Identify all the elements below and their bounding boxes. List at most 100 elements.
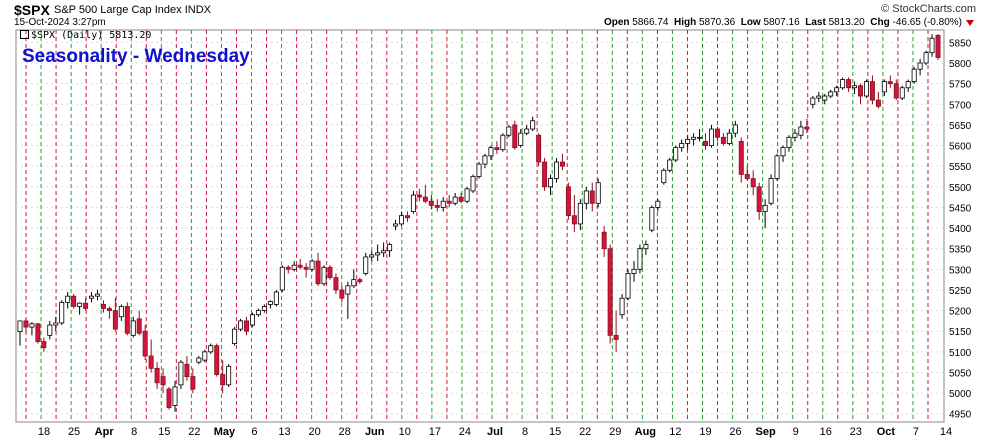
candle-body (404, 215, 410, 219)
candle-body (95, 293, 100, 297)
x-tick-label: 29 (609, 426, 621, 438)
x-tick-label: Oct (877, 426, 896, 438)
candle-body (285, 266, 291, 270)
candle-body (148, 355, 154, 369)
candle-body (607, 248, 613, 336)
exchange: INDX (184, 4, 211, 16)
chg-label: Chg (870, 17, 890, 28)
candle-body (321, 266, 327, 285)
candle-body (166, 388, 172, 408)
security-name-text: S&P 500 Large Cap Index (54, 4, 182, 16)
candle-body (303, 266, 309, 270)
candle-body (631, 268, 637, 274)
candle-body (750, 178, 756, 188)
candle-body (542, 161, 548, 188)
candle-body (29, 323, 35, 328)
candle-body (434, 204, 440, 208)
x-tick-label: 22 (579, 426, 591, 438)
x-tick-label: 23 (850, 426, 862, 438)
x-tick-label: 26 (729, 426, 741, 438)
candle-body (625, 273, 631, 299)
chart-header: $SPX S&P 500 Large Cap Index INDX 15-Oct… (0, 0, 990, 30)
last-value: 5813.20 (828, 17, 865, 28)
candle-body (410, 194, 416, 212)
candle-body (691, 136, 697, 140)
candle-body (208, 345, 214, 353)
x-tick-label: May (214, 426, 236, 438)
x-tick-label: 20 (308, 426, 320, 438)
candle-body (35, 323, 41, 342)
candle-body (810, 97, 816, 105)
y-tick-label: 5200 (949, 307, 972, 318)
candle-body (452, 196, 458, 204)
low-value: 5807.16 (763, 17, 800, 28)
candle-body (351, 279, 357, 287)
candle-body (214, 345, 220, 375)
x-tick-label: 17 (429, 426, 441, 438)
candle-body (488, 147, 494, 157)
candle-body (238, 320, 244, 330)
candle-body (887, 81, 893, 85)
security-name: S&P 500 Large Cap Index INDX (54, 4, 211, 16)
candle-body (190, 376, 196, 390)
candle-body (893, 83, 899, 99)
candle-body (494, 147, 500, 151)
high-label: High (674, 17, 697, 28)
candle-body (297, 264, 303, 268)
candle-body (160, 376, 166, 386)
x-tick-label: Jul (487, 426, 503, 438)
candle-body (440, 200, 446, 208)
candle-body (279, 266, 285, 291)
x-tick-label: 7 (913, 426, 919, 438)
candle-body (858, 85, 863, 97)
candle-body (422, 196, 428, 202)
x-tick-label: Aug (635, 426, 656, 438)
candle-body (112, 310, 118, 330)
candle-body (649, 207, 655, 231)
candle-body (762, 204, 768, 212)
x-tick-label: Jun (365, 426, 385, 438)
candle-body (703, 141, 709, 146)
y-tick-label: 5300 (949, 265, 972, 276)
y-tick-label: 5750 (949, 80, 972, 91)
y-tick-label: 5850 (949, 38, 972, 49)
plot-area (15, 29, 945, 423)
candle-body (17, 320, 23, 333)
candle-body (834, 87, 840, 93)
candle-body (881, 81, 887, 93)
candle-body (273, 291, 279, 305)
x-tick-label: 12 (669, 426, 681, 438)
x-tick-label: 25 (68, 426, 80, 438)
candle-body (387, 244, 393, 252)
candle-body (911, 68, 917, 82)
candle-body (530, 120, 536, 130)
y-tick-label: 5350 (949, 245, 972, 256)
candle-body (226, 365, 232, 386)
candle-body (470, 176, 476, 192)
open-label: Open (603, 17, 630, 28)
x-tick-label: 6 (251, 426, 257, 438)
candle-body (667, 159, 673, 171)
candle-body (428, 200, 434, 206)
down-arrow-icon (966, 20, 974, 26)
candle-body (685, 138, 691, 144)
candle-body (780, 147, 786, 157)
candle-body (559, 161, 565, 167)
candle-body (869, 81, 875, 101)
candle-body (708, 128, 714, 146)
candle-body (255, 310, 261, 316)
candle-body (816, 95, 822, 99)
candle-body (774, 155, 780, 179)
candle-body (512, 124, 518, 149)
candle-body (249, 314, 255, 326)
candle-body (732, 124, 738, 134)
candle-body (136, 318, 142, 334)
candle-body (673, 147, 679, 161)
candle-body (822, 95, 828, 101)
candle-body (500, 134, 506, 151)
y-tick-label: 5000 (949, 389, 972, 400)
candle-body (792, 132, 798, 138)
candle-body (852, 85, 858, 89)
candle-body (637, 248, 643, 270)
x-tick-label: 14 (940, 426, 952, 438)
